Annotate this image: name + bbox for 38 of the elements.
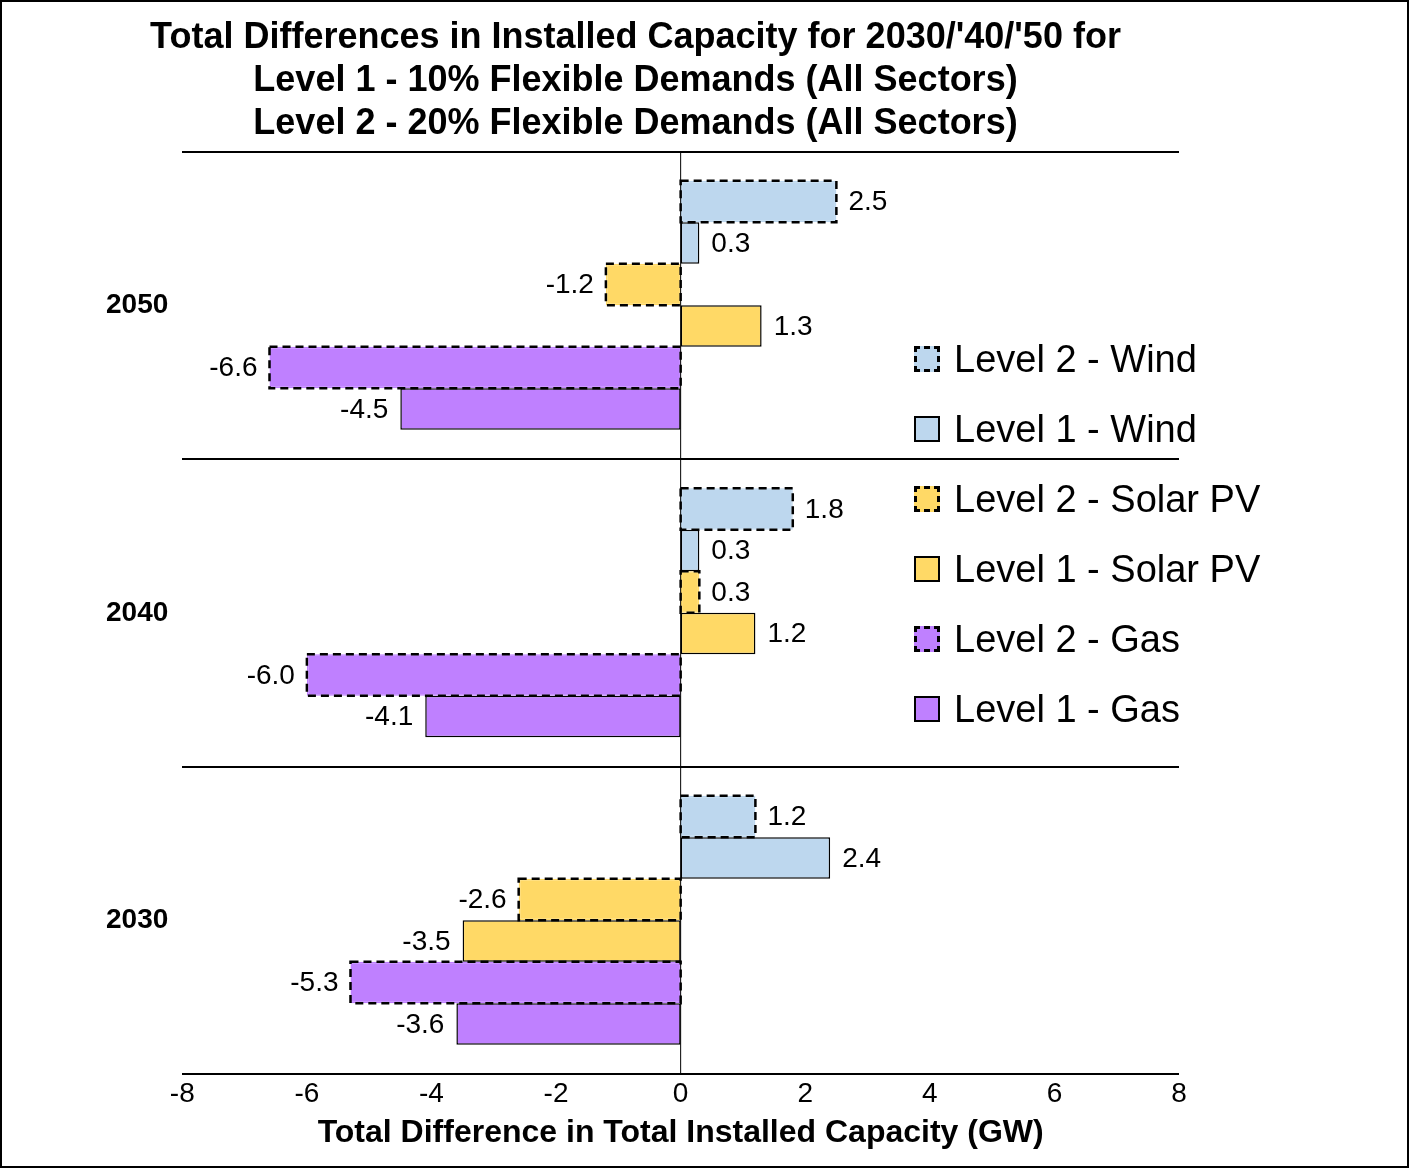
legend-label: Level 2 - Gas: [954, 617, 1180, 661]
legend-label: Level 2 - Solar PV: [954, 477, 1261, 521]
data-label: -6.6: [209, 351, 258, 383]
x-tick-label: 2: [797, 1076, 814, 1108]
y-tick-label: 2050: [105, 288, 169, 320]
data-label: 2.5: [848, 185, 888, 217]
data-label: -3.6: [396, 1007, 445, 1039]
data-label: 1.2: [767, 617, 807, 649]
x-tick-label: -2: [543, 1076, 569, 1108]
legend-label: Level 1 - Gas: [954, 687, 1180, 731]
data-label: -2.6: [458, 883, 507, 915]
legend-label: Level 1 - Solar PV: [954, 547, 1261, 591]
data-label: 0.3: [711, 534, 751, 566]
data-label: -3.5: [402, 924, 451, 956]
y-tick-label: 2030: [105, 902, 169, 934]
x-tick-label: 8: [1171, 1076, 1187, 1108]
x-tick-label: -6: [294, 1076, 320, 1108]
data-label: -4.5: [340, 392, 389, 424]
legend-label: Level 2 - Wind: [954, 337, 1197, 381]
data-label: 1.3: [773, 309, 813, 341]
x-axis-title: Total Difference in Total Installed Capacity (GW): [317, 1112, 1044, 1149]
x-tick-label: 6: [1046, 1076, 1063, 1108]
x-tick-label: -4: [419, 1076, 444, 1108]
data-label: 1.8: [804, 492, 844, 524]
data-label: -5.3: [290, 966, 339, 998]
x-tick-label: 4: [922, 1076, 938, 1108]
data-label: 2.4: [842, 841, 882, 873]
x-tick-label: -8: [169, 1076, 195, 1108]
x-tick-label: 0: [672, 1076, 689, 1108]
data-label: 0.3: [711, 226, 751, 258]
y-tick-label: 2040: [105, 595, 169, 627]
legend-label: Level 1 - Wind: [954, 407, 1197, 451]
chart-title: Total Differences in Installed Capacity for 2030/'40/'50 for Level 1 - 10% Flexible Demands (All Sectors) Level 2 - 20% Flexible Demands (All Sectors): [150, 14, 1121, 142]
data-label: -1.2: [545, 268, 594, 300]
data-label: 1.2: [767, 800, 807, 832]
data-label: 0.3: [711, 575, 751, 607]
data-label: -4.1: [364, 700, 414, 732]
data-label: -6.0: [246, 658, 295, 690]
